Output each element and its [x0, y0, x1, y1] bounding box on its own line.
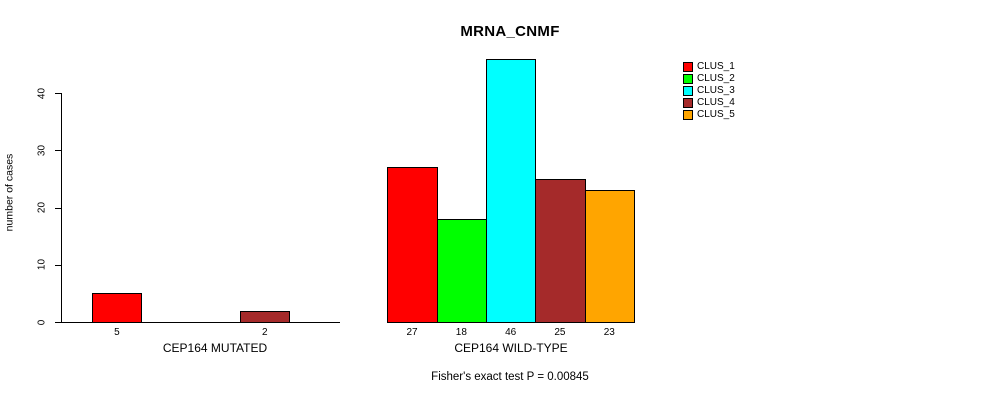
legend-item-label: CLUS_5 — [697, 109, 735, 120]
legend-swatch-icon — [683, 62, 693, 72]
x-group-label-wildtype: CEP164 WILD-TYPE — [454, 341, 568, 355]
bar-value-label: 27 — [406, 327, 418, 338]
y-tick-mark — [55, 150, 61, 152]
legend-item: CLUS_4 — [683, 97, 735, 109]
y-tick-label: 10 — [36, 259, 48, 271]
bar-value-label: 25 — [554, 327, 566, 338]
bar-clus_5 — [584, 190, 635, 323]
bar-clus_4 — [535, 178, 586, 323]
bar-value-label: 18 — [455, 327, 467, 338]
x-group-label-mutated: CEP164 MUTATED — [162, 341, 268, 355]
bar-value-label: 23 — [603, 327, 615, 338]
legend-swatch-icon — [683, 98, 693, 108]
legend-item: CLUS_2 — [683, 73, 735, 85]
legend-item: CLUS_1 — [683, 61, 735, 73]
legend-swatch-icon — [683, 86, 693, 96]
bar-value-label: 2 — [261, 327, 268, 338]
y-tick-label: 30 — [36, 144, 48, 156]
legend-item: CLUS_5 — [683, 109, 735, 121]
bar-clus_2 — [436, 218, 487, 323]
y-tick-mark — [55, 264, 61, 266]
chart-title: MRNA_CNMF — [460, 23, 560, 40]
y-tick-label: 20 — [36, 201, 48, 214]
legend: CLUS_1 CLUS_2 CLUS_3 CLUS_4 CLUS_5 — [683, 61, 735, 121]
y-tick-label: 40 — [36, 87, 48, 99]
y-tick-label: 0 — [36, 319, 48, 325]
fisher-test-annotation: Fisher's exact test P = 0.00845 — [431, 371, 589, 383]
y-axis-line — [61, 93, 62, 323]
bar-clus_1 — [92, 293, 143, 323]
legend-swatch-icon — [683, 110, 693, 120]
legend-swatch-icon — [683, 74, 693, 84]
x-axis-baseline-left — [61, 322, 340, 323]
y-tick-mark — [55, 322, 61, 323]
legend-item-label: CLUS_3 — [697, 85, 735, 96]
bar-clus_1 — [387, 167, 438, 323]
y-tick-mark — [55, 207, 61, 209]
bar-value-label: 5 — [114, 327, 120, 338]
legend-item-label: CLUS_1 — [697, 61, 735, 72]
bar-clus_3 — [486, 58, 537, 323]
bar-clus_4 — [240, 310, 291, 323]
bar-value-label: 46 — [505, 327, 517, 338]
y-tick-mark — [55, 93, 61, 94]
legend-item: CLUS_3 — [683, 85, 735, 97]
legend-item-label: CLUS_4 — [697, 97, 735, 108]
legend-item-label: CLUS_2 — [697, 73, 735, 84]
